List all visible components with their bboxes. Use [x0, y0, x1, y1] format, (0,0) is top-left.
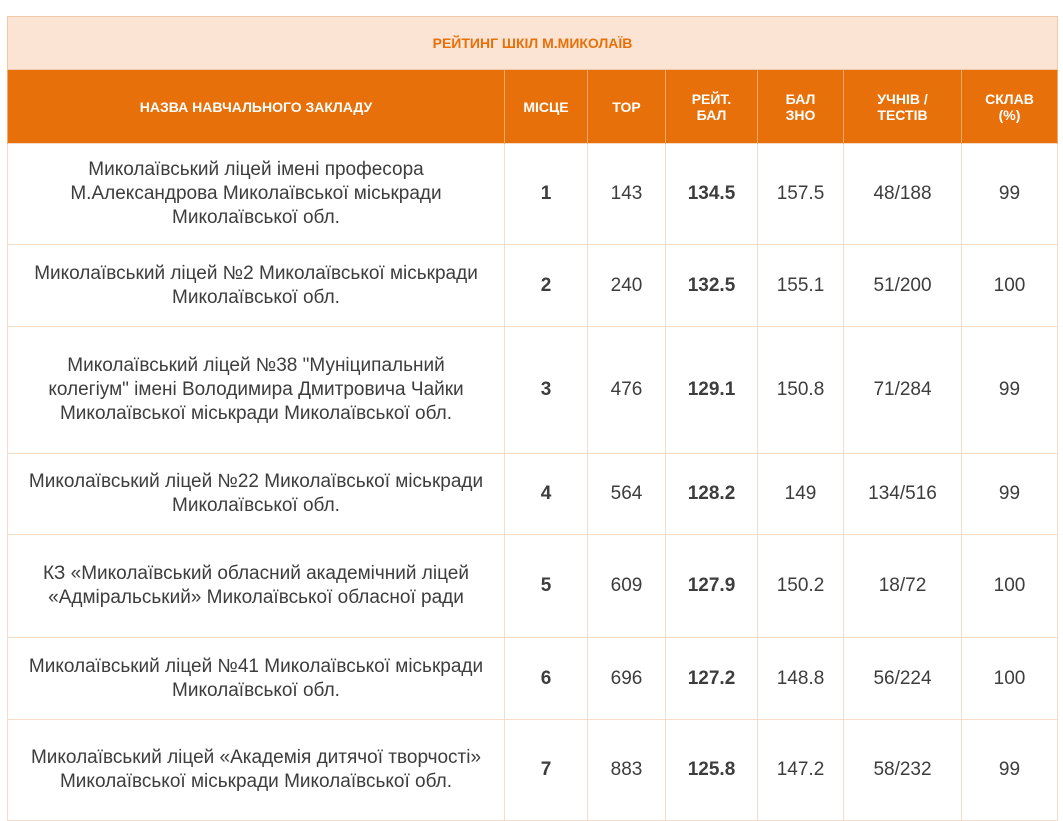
table-row: Миколаївський ліцей №41 Миколаївської мі…	[7, 637, 1058, 720]
school-name-cell: Миколаївський ліцей №2 Миколаївської міс…	[7, 244, 505, 327]
passed-cell: 99	[961, 326, 1058, 454]
rating-cell: 127.2	[665, 637, 758, 720]
column-header-name: НАЗВА НАВЧАЛЬНОГО ЗАКЛАДУ	[7, 69, 505, 144]
column-header-rating: РЕЙТ. БАЛ	[665, 69, 758, 144]
place-cell: 4	[504, 453, 588, 535]
students-cell: 58/232	[843, 719, 962, 821]
students-cell: 56/224	[843, 637, 962, 720]
top-cell: 240	[587, 244, 666, 327]
table-row: Миколаївський ліцей №2 Миколаївської міс…	[7, 244, 1058, 327]
rating-table-container: РЕЙТИНГ ШКІЛ М.МИКОЛАЇВ НАЗВА НАВЧАЛЬНОГ…	[7, 16, 1058, 821]
zno-cell: 150.8	[757, 326, 844, 454]
students-cell: 51/200	[843, 244, 962, 327]
passed-cell: 100	[961, 244, 1058, 327]
top-cell: 476	[587, 326, 666, 454]
table-row: Миколаївський ліцей імені професора М.Ал…	[7, 143, 1058, 245]
zno-cell: 155.1	[757, 244, 844, 327]
rating-cell: 134.5	[665, 143, 758, 245]
school-name-cell: Миколаївський ліцей імені професора М.Ал…	[7, 143, 505, 245]
passed-cell: 100	[961, 637, 1058, 720]
top-cell: 883	[587, 719, 666, 821]
zno-cell: 147.2	[757, 719, 844, 821]
school-name-cell: Миколаївський ліцей «Академія дитячої тв…	[7, 719, 505, 821]
table-row: Миколаївський ліцей №22 Миколаївської мі…	[7, 453, 1058, 535]
zno-cell: 148.8	[757, 637, 844, 720]
place-cell: 1	[504, 143, 588, 245]
place-cell: 2	[504, 244, 588, 327]
top-cell: 696	[587, 637, 666, 720]
place-cell: 5	[504, 534, 588, 638]
rating-cell: 128.2	[665, 453, 758, 535]
column-header-students-line1: УЧНІВ /	[877, 90, 928, 107]
school-name-cell: Миколаївський ліцей №22 Миколаївської мі…	[7, 453, 505, 535]
passed-cell: 99	[961, 719, 1058, 821]
table-row: Миколаївський ліцей «Академія дитячої тв…	[7, 719, 1058, 821]
passed-cell: 100	[961, 534, 1058, 638]
column-header-rating-line1: РЕЙТ.	[691, 90, 732, 107]
students-cell: 134/516	[843, 453, 962, 535]
school-name-cell: Миколаївський ліцей №41 Миколаївської мі…	[7, 637, 505, 720]
header-row: НАЗВА НАВЧАЛЬНОГО ЗАКЛАДУ МІСЦЕ ТОР РЕЙТ…	[7, 69, 1058, 144]
passed-cell: 99	[961, 453, 1058, 535]
column-header-zno-line1: БАЛ	[785, 90, 816, 107]
column-header-students: УЧНІВ / ТЕСТІВ	[843, 69, 962, 144]
table-row: Миколаївський ліцей №38 "Муніципальний к…	[7, 326, 1058, 454]
table-row: КЗ «Миколаївський обласний академічний л…	[7, 534, 1058, 638]
students-cell: 18/72	[843, 534, 962, 638]
students-cell: 71/284	[843, 326, 962, 454]
top-cell: 143	[587, 143, 666, 245]
top-cell: 564	[587, 453, 666, 535]
column-header-zno: БАЛ ЗНО	[757, 69, 844, 144]
place-cell: 7	[504, 719, 588, 821]
table-title: РЕЙТИНГ ШКІЛ М.МИКОЛАЇВ	[7, 16, 1058, 70]
zno-cell: 150.2	[757, 534, 844, 638]
rating-cell: 127.9	[665, 534, 758, 638]
column-header-passed: СКЛАВ (%)	[961, 69, 1058, 144]
rating-cell: 132.5	[665, 244, 758, 327]
zno-cell: 157.5	[757, 143, 844, 245]
students-cell: 48/188	[843, 143, 962, 245]
place-cell: 3	[504, 326, 588, 454]
school-name-cell: КЗ «Миколаївський обласний академічний л…	[7, 534, 505, 638]
passed-cell: 99	[961, 143, 1058, 245]
column-header-top: ТОР	[587, 69, 666, 144]
zno-cell: 149	[757, 453, 844, 535]
rating-cell: 125.8	[665, 719, 758, 821]
top-cell: 609	[587, 534, 666, 638]
column-header-students-line2: ТЕСТІВ	[877, 106, 928, 123]
column-header-zno-line2: ЗНО	[785, 106, 816, 123]
school-rating-table: РЕЙТИНГ ШКІЛ М.МИКОЛАЇВ НАЗВА НАВЧАЛЬНОГ…	[7, 16, 1058, 821]
column-header-rating-line2: БАЛ	[696, 106, 727, 123]
column-header-passed-line1: СКЛАВ	[985, 90, 1034, 107]
place-cell: 6	[504, 637, 588, 720]
school-name-cell: Миколаївський ліцей №38 "Муніципальний к…	[7, 326, 505, 454]
column-header-passed-line2: (%)	[998, 106, 1021, 123]
column-header-place: МІСЦЕ	[504, 69, 588, 144]
rating-cell: 129.1	[665, 326, 758, 454]
